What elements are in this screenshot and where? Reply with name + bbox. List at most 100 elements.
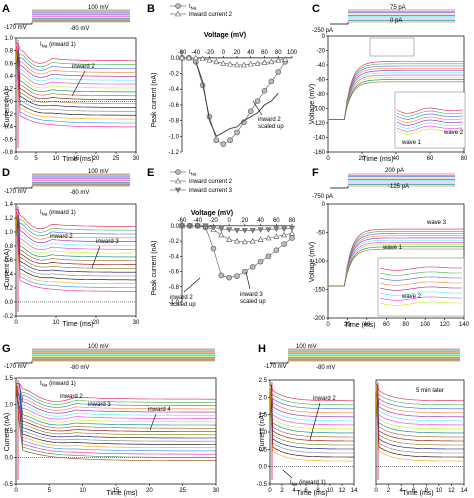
current-trace [15,209,136,281]
iv-point-triangle [178,54,186,61]
x-tick-label: 15 [113,488,120,494]
iv-point-triangle-down [202,223,209,229]
iv-point-triangle-down [226,227,233,233]
panel-f: 200 pA -125 pA -750 pA 0-50-100-150-2000… [309,168,470,329]
current-trace [15,43,136,97]
protocol-hold-line [270,361,289,364]
voltage-trace [328,248,464,287]
iv-x-tick-label: 40 [257,218,264,224]
iv-point-triangle [281,231,288,238]
iv-point-circle [226,274,232,281]
y-tick-label: -140 [313,136,326,142]
annot-h-later: 5 min later [416,388,444,394]
iv-point-triangle-down [186,223,193,229]
current-trace [15,383,216,424]
xlabel-f: Time (ms) [344,322,375,329]
y-tick-label: -160 [313,150,326,156]
current-trace [15,383,216,424]
iv-point-triangle [240,61,247,68]
x-tick-label: 5 [34,156,38,162]
inset-trace [396,122,464,129]
current-trace [269,385,354,426]
annot-g-inward2: inward 2 [60,394,83,400]
voltage-trace [328,235,464,287]
iv-point-circle [241,119,247,125]
x-tick-label: 14 [351,488,358,494]
panel-letter-b: B [147,3,155,15]
iv-point-triangle [282,56,289,62]
current-trace [269,385,354,454]
voltage-trace [328,63,464,120]
y-tick-label: -200 [313,316,326,322]
axes-h-right: 0 2 4 6 8 10 12 14 [374,379,468,494]
current-trace [15,383,216,417]
y-tick-label: 0.0 [5,99,14,105]
y-tick-label: 1.0 [5,403,14,409]
voltage-trace [328,68,464,120]
current-trace [15,383,216,445]
y-tick-label: 0 [322,34,326,40]
xlabel-d: Time (ms) [62,321,93,328]
current-trace [269,385,354,446]
x-tick-label: 40 [364,322,371,328]
current-trace [269,385,354,442]
current-trace [15,209,136,252]
iv-x-tick-label: -60 [178,218,187,224]
current-trace [269,385,354,458]
current-trace [15,209,136,247]
x-tick-label: 120 [440,322,451,328]
x-tick-label: 25 [113,156,120,162]
iv-point-triangle [275,57,282,63]
x-tick-label: 80 [461,156,468,162]
iv-point-triangle-down [288,225,296,232]
current-protocol-f [330,173,455,189]
iv-point-triangle [220,60,227,66]
current-trace [15,43,136,112]
current-trace [15,383,216,429]
current-trace [375,385,464,462]
current-trace [15,209,136,233]
iv-x-tick-label: 100 [287,50,298,56]
iv-point-triangle-down [241,228,248,234]
y-tick-label: 1.2 [5,216,14,222]
x-tick-label: 0 [268,488,272,494]
arrow-a-inward2 [71,70,86,97]
iv-point-triangle [249,237,256,244]
iv-y-tick-label: 0.0 [171,56,180,62]
iv-point-triangle [265,234,272,241]
annot-a-inward2: inward 2 [72,64,95,70]
x-tick-label: 2 [387,488,391,494]
protocol-f-top: 200 pA [385,168,404,174]
inset-trace [379,301,462,306]
current-trace [15,43,136,68]
axes-d: 1.4 1.2 1.0 0.8 0.6 0.4 0.2 0.0 -0.20 10 20 30 [3,202,140,326]
xlabel-a: Time (ms) [62,156,93,163]
voltage-trace [328,228,464,287]
iv-x-tick-label: 80 [289,218,296,224]
iv-y-tick-label: -0.4 [169,87,180,93]
y-tick-label: 1.5 [259,413,268,419]
voltage-traces-c [328,37,466,149]
x-tick-label: 0 [14,320,18,326]
arrow-g-inward4 [149,413,157,431]
iv-point-circle [289,235,295,241]
current-traces-d [15,206,137,312]
current-trace [16,382,216,426]
current-trace [16,43,136,93]
ylabel-b: Peak current (nA) [151,73,158,128]
current-trace [269,385,354,438]
iv-series-line [182,57,286,66]
current-trace [15,383,216,442]
iv-point-triangle [273,233,280,239]
current-trace [15,43,136,85]
current-trace [269,385,354,412]
iv-x-tick-label: 80 [275,50,282,56]
x-tick-label: 10 [53,320,60,326]
inset-trace [396,116,464,123]
protocol-d-top: 100 mV [88,169,109,175]
iv-point-triangle-down [218,226,225,232]
protocol-d-hold: -170 mV [4,189,27,195]
iv-x-tick-label: -20 [205,50,214,56]
y-tick-label: -100 [313,107,326,113]
